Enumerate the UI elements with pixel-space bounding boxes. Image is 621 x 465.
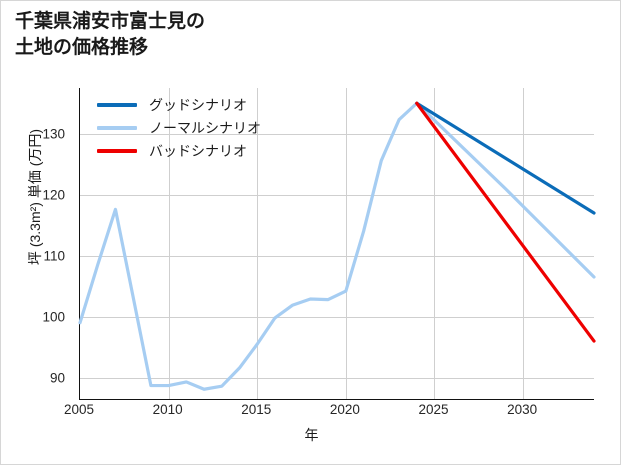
legend-color-swatch	[97, 148, 137, 153]
x-axis-tick-label: 2010	[152, 402, 183, 417]
gridline-vertical	[434, 88, 436, 399]
gridline-horizontal	[80, 316, 594, 318]
gridline-vertical	[523, 88, 525, 399]
gridline-horizontal	[80, 133, 594, 135]
series-line	[78, 101, 596, 391]
series-line	[415, 101, 596, 343]
series-line	[415, 101, 596, 215]
gridline-vertical	[168, 88, 170, 399]
y-axis-tick-label: 100	[42, 309, 65, 325]
chart-title: 千葉県浦安市富士見の 土地の価格推移	[15, 11, 206, 58]
x-axis-tick-labels: 2005 2010 2015 2020 2025 2030	[64, 402, 593, 424]
legend-item[interactable]: グッドシナリオ	[97, 93, 327, 116]
x-axis-tick-label: 2030	[507, 402, 538, 417]
y-axis-tick-label: 130	[42, 126, 65, 142]
series-lines	[78, 101, 596, 391]
x-axis-tick-label: 2005	[63, 402, 95, 417]
y-axis-tick-labels: 90 100 110 120 130	[1, 88, 73, 399]
gridline-vertical	[257, 88, 259, 399]
gridline-horizontal	[80, 377, 594, 379]
legend-item-label: グッドシナリオ	[149, 96, 247, 113]
gridline-horizontal	[80, 255, 594, 257]
legend-item[interactable]: ノーマルシナリオ	[97, 116, 327, 139]
y-axis-tick-label: 90	[49, 370, 65, 386]
gridline-vertical	[345, 88, 347, 399]
x-axis-tick-label: 2015	[241, 402, 272, 417]
y-axis-tick-label: 110	[43, 248, 65, 264]
legend-color-swatch	[97, 102, 137, 107]
x-axis-tick-label: 2020	[329, 402, 360, 417]
y-axis-title: 坪 (3.3m²) 単価 (万円)	[27, 128, 43, 266]
y-axis-tick-label: 120	[42, 187, 65, 203]
x-axis-tick-label: 2025	[418, 402, 449, 417]
legend-item[interactable]: バッドシナリオ	[97, 139, 327, 162]
legend-color-swatch	[97, 125, 137, 130]
legend-item-label: ノーマルシナリオ	[149, 119, 261, 136]
plot-area	[78, 88, 596, 400]
chart-legend: グッドシナリオ ノーマルシナリオ バッドシナリオ	[97, 93, 327, 162]
gridline-horizontal	[80, 194, 594, 196]
legend-item-label: バッドシナリオ	[149, 142, 247, 159]
x-axis-title: 年	[304, 427, 319, 443]
